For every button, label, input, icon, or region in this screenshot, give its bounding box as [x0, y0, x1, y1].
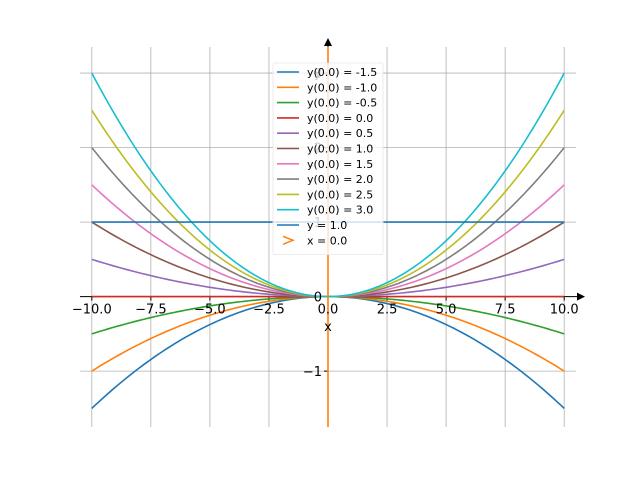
- x-tick-label: −10.0: [72, 303, 112, 318]
- x-tick-label: −2.5: [253, 303, 285, 318]
- legend-entry: y(0.0) = 2.5: [307, 188, 373, 201]
- legend: y(0.0) = -1.5 y(0.0) = -1.0 y(0.0) = -0.5 y…: [272, 62, 384, 256]
- x-axis-arrow-icon: [577, 292, 585, 301]
- legend-entry: y(0.0) = -0.5: [307, 97, 377, 110]
- legend-entry: y(0.0) = 1.5: [307, 158, 373, 171]
- legend-entry: y(0.0) = -1.0: [307, 81, 377, 94]
- y-tick-label: −1: [303, 365, 322, 380]
- x-tick-label: −7.5: [135, 303, 167, 318]
- legend-box: [272, 62, 384, 256]
- legend-entry: y = 1.0: [307, 219, 347, 232]
- legend-entry: y(0.0) = 3.0: [307, 204, 373, 217]
- x-tick-label: 10.0: [550, 303, 579, 318]
- legend-entry: x = 0.0: [307, 234, 347, 247]
- x-tick-label: 5.0: [436, 303, 457, 318]
- legend-entry: y(0.0) = 1.0: [307, 143, 373, 156]
- x-tick-label: −5.0: [194, 303, 226, 318]
- legend-entry: y(0.0) = 0.5: [307, 127, 373, 140]
- legend-swatch: [282, 235, 295, 245]
- x-tick-label: 0.0: [318, 303, 339, 318]
- x-tick-label: 7.5: [495, 303, 516, 318]
- x-tick-label: 2.5: [377, 303, 398, 318]
- series-group: [91, 47, 565, 427]
- y-tick-label: 0: [314, 291, 322, 306]
- legend-entry: y(0.0) = -1.5: [307, 66, 377, 79]
- legend-entry: y(0.0) = 2.0: [307, 173, 373, 186]
- legend-entry: y(0.0) = 0.0: [307, 112, 373, 125]
- x-axis-label: x: [324, 320, 332, 335]
- y-axis-arrow-icon: [324, 38, 332, 46]
